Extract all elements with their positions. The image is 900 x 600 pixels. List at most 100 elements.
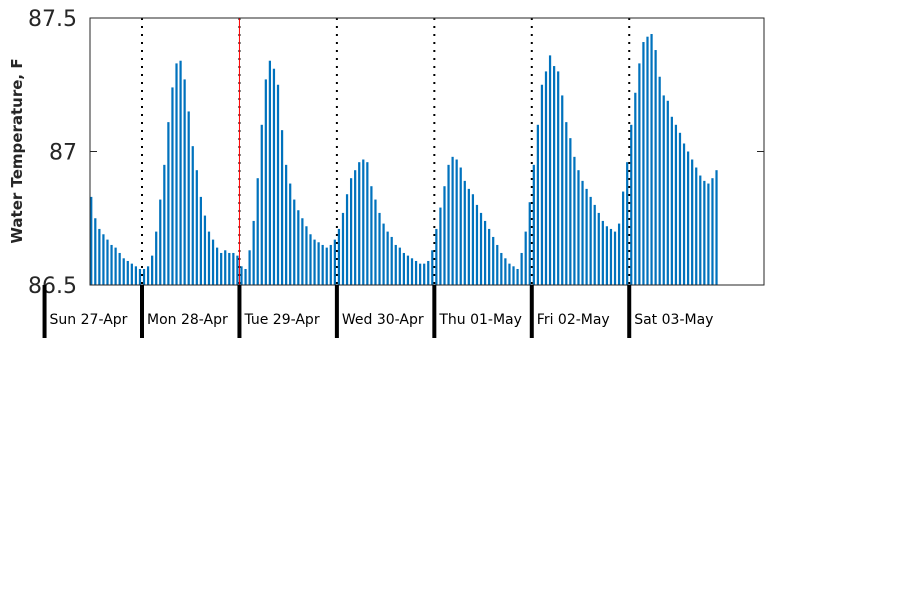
bar (528, 202, 531, 285)
bar (553, 66, 556, 285)
bar (589, 196, 592, 285)
bar (398, 247, 401, 285)
bar (557, 71, 560, 286)
bar (459, 167, 462, 285)
bar (256, 178, 259, 285)
bar (142, 268, 146, 285)
bar (167, 122, 170, 285)
bar (488, 228, 491, 285)
bar (638, 63, 641, 285)
bar (317, 242, 320, 285)
bar (211, 239, 215, 285)
bars (90, 34, 718, 286)
bar (220, 252, 223, 285)
day-label: Sat 03-May (634, 312, 713, 328)
bar (236, 255, 239, 285)
bar (366, 162, 369, 285)
bar (195, 170, 198, 285)
bar (467, 188, 470, 285)
bar (609, 228, 613, 285)
day-label: Thu 01-May (438, 312, 522, 328)
bar (569, 138, 572, 285)
bar (703, 180, 706, 285)
bar (98, 228, 101, 285)
x-axis-day-labels: Sun 27-Apr Mon 28-Apr Tue 29-Apr Wed 30-Apr… (42, 285, 713, 338)
bar (159, 199, 162, 285)
bar (325, 247, 328, 285)
day-label: Fri 02-May (537, 312, 610, 328)
y-tick-label: 86.5 (28, 274, 77, 299)
bar (349, 178, 353, 285)
y-tick-label: 87.5 (28, 7, 77, 32)
bar (443, 186, 446, 285)
bar (508, 263, 511, 285)
bar (512, 266, 515, 285)
bar (187, 111, 190, 285)
bar (94, 218, 97, 285)
bar (329, 244, 332, 285)
bar (345, 194, 349, 285)
bar (341, 212, 345, 285)
bar (585, 188, 588, 285)
bar (134, 266, 138, 285)
bar (707, 183, 710, 285)
bar (272, 68, 276, 285)
bar (297, 210, 300, 285)
bar (337, 228, 341, 285)
bar (613, 231, 617, 285)
bar (313, 239, 316, 285)
bar (155, 231, 158, 285)
bar (248, 250, 251, 285)
bar (410, 258, 414, 285)
bar (691, 159, 694, 285)
bar (682, 143, 686, 285)
bar (419, 263, 422, 285)
bar (699, 175, 702, 285)
bar (593, 204, 596, 285)
bar (423, 263, 426, 285)
bar (151, 255, 154, 285)
bar (622, 191, 625, 285)
bar (260, 124, 263, 285)
bar (252, 220, 255, 285)
bar (496, 244, 499, 285)
bar (402, 252, 405, 285)
bar (427, 260, 430, 285)
bar (630, 124, 633, 285)
bar (305, 226, 308, 285)
bar (532, 164, 535, 285)
bar (581, 180, 584, 285)
bar (199, 196, 202, 285)
bar (289, 183, 292, 285)
bar (597, 212, 600, 285)
bar (244, 268, 247, 285)
bar (268, 60, 272, 285)
bar (138, 268, 142, 285)
bar (435, 228, 438, 285)
bar (646, 36, 649, 285)
bar (455, 159, 458, 285)
bar (695, 167, 698, 285)
bar (374, 199, 377, 285)
bar (414, 260, 418, 285)
bar (406, 255, 410, 285)
bar (276, 84, 280, 285)
bar (670, 116, 673, 285)
bar (565, 122, 568, 285)
bar (394, 244, 397, 285)
bar (163, 164, 166, 285)
bar (431, 250, 434, 285)
bar (321, 244, 324, 285)
bar (301, 218, 304, 285)
bar (362, 159, 365, 285)
bar (114, 247, 117, 285)
bar (309, 234, 312, 285)
bar (102, 234, 105, 285)
bar (285, 164, 288, 285)
bar (179, 60, 182, 285)
bar (605, 226, 609, 285)
bar (447, 164, 450, 285)
y-tick-label: 87 (49, 141, 77, 166)
bar (390, 236, 393, 285)
